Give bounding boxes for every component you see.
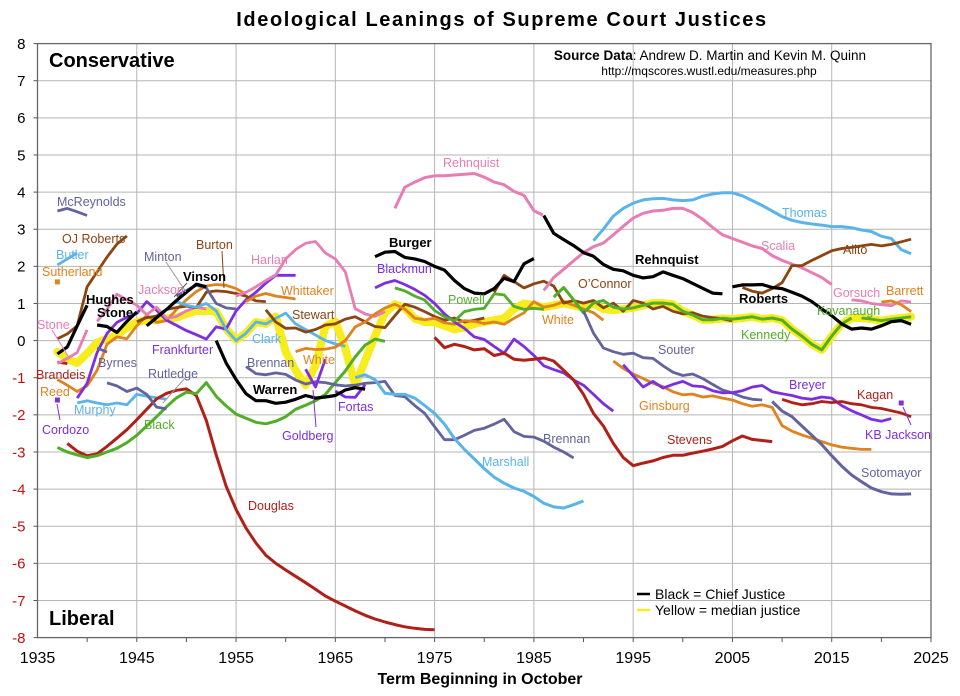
svg-text:Hughes: Hughes (86, 292, 134, 307)
svg-text:4: 4 (17, 184, 25, 201)
svg-text:White: White (542, 313, 574, 327)
svg-text:Kagan: Kagan (857, 388, 893, 402)
svg-text:Reed: Reed (40, 385, 70, 399)
svg-text:Brennan: Brennan (247, 356, 294, 370)
svg-text:-2: -2 (12, 407, 25, 424)
svg-text:Term Beginning in October: Term Beginning in October (377, 671, 582, 688)
svg-text:O’Connor: O’Connor (578, 277, 632, 291)
svg-text:2005: 2005 (715, 650, 751, 667)
svg-text:http://mqscores.wustl.edu/meas: http://mqscores.wustl.edu/measures.php (601, 64, 817, 78)
svg-text:-5: -5 (12, 519, 25, 536)
svg-text:Black: Black (144, 418, 175, 432)
svg-text:Source Data: Andrew D. Martin: Source Data: Andrew D. Martin and Kevin … (554, 48, 866, 63)
svg-text:-3: -3 (12, 444, 25, 461)
svg-text:Kennedy: Kennedy (741, 328, 791, 342)
svg-text:Brandeis: Brandeis (36, 368, 85, 382)
svg-text:Goldberg: Goldberg (282, 429, 333, 443)
svg-text:8: 8 (17, 36, 25, 53)
svg-text:Alito: Alito (843, 243, 867, 257)
svg-text:1985: 1985 (516, 650, 552, 667)
svg-text:7: 7 (17, 73, 25, 90)
svg-text:OJ Roberts: OJ Roberts (62, 232, 125, 246)
svg-text:1945: 1945 (119, 650, 155, 667)
svg-text:Harlan: Harlan (251, 253, 288, 267)
svg-text:Powell: Powell (448, 293, 485, 307)
svg-text:-4: -4 (12, 481, 25, 498)
svg-text:McReynolds: McReynolds (57, 195, 126, 209)
svg-text:Brennan: Brennan (543, 432, 590, 446)
svg-text:Stone: Stone (37, 318, 70, 332)
svg-text:1935: 1935 (20, 650, 56, 667)
svg-text:1955: 1955 (218, 650, 254, 667)
svg-text:Conservative: Conservative (49, 50, 175, 72)
svg-text:-8: -8 (12, 630, 25, 647)
svg-text:-1: -1 (12, 370, 25, 387)
svg-text:5: 5 (17, 147, 25, 164)
svg-text:White: White (303, 353, 335, 367)
svg-text:-7: -7 (12, 593, 25, 610)
svg-text:Rehnquist: Rehnquist (443, 156, 500, 170)
svg-text:6: 6 (17, 110, 25, 127)
svg-text:Scalia: Scalia (761, 239, 795, 253)
svg-text:Stevens: Stevens (667, 433, 712, 447)
svg-text:Souter: Souter (658, 343, 695, 357)
svg-text:Whittaker: Whittaker (281, 284, 334, 298)
svg-text:-6: -6 (12, 556, 25, 573)
svg-text:Rutledge: Rutledge (148, 367, 198, 381)
svg-text:Liberal: Liberal (49, 608, 115, 630)
svg-text:Minton: Minton (144, 250, 182, 264)
svg-text:1995: 1995 (615, 650, 651, 667)
svg-text:Thomas: Thomas (782, 206, 827, 220)
svg-text:KB Jackson: KB Jackson (865, 428, 931, 442)
svg-text:Black = Chief Justice: Black = Chief Justice (655, 586, 786, 602)
svg-text:Vinson: Vinson (183, 269, 226, 284)
svg-text:Burton: Burton (196, 238, 233, 252)
svg-text:Clark: Clark (252, 332, 282, 346)
svg-text:Stewart: Stewart (292, 308, 335, 322)
svg-text:Fortas: Fortas (338, 400, 373, 414)
svg-text:Barrett: Barrett (886, 284, 924, 298)
svg-text:Sotomayor: Sotomayor (861, 466, 921, 480)
svg-text:Burger: Burger (389, 235, 432, 250)
svg-text:0: 0 (17, 333, 25, 350)
svg-text:Jackson: Jackson (138, 283, 184, 297)
svg-text:1965: 1965 (318, 650, 354, 667)
svg-text:Yellow = median justice: Yellow = median justice (655, 602, 801, 618)
svg-text:Kavanaugh: Kavanaugh (817, 304, 880, 318)
svg-text:Douglas: Douglas (248, 499, 294, 513)
svg-text:Murphy: Murphy (74, 403, 116, 417)
svg-text:Gorsuch: Gorsuch (833, 286, 880, 300)
svg-text:Blackmun: Blackmun (377, 262, 432, 276)
svg-text:Ginsburg: Ginsburg (639, 399, 690, 413)
svg-text:Sutherland: Sutherland (42, 265, 103, 279)
svg-text:Breyer: Breyer (789, 378, 826, 392)
svg-text:Cordozo: Cordozo (42, 423, 89, 437)
svg-text:Warren: Warren (253, 382, 297, 397)
svg-text:Butler: Butler (56, 248, 89, 262)
svg-text:2025: 2025 (913, 650, 949, 667)
svg-text:2015: 2015 (814, 650, 850, 667)
svg-text:Stone: Stone (97, 305, 133, 320)
svg-text:Marshall: Marshall (482, 455, 529, 469)
svg-text:1975: 1975 (417, 650, 453, 667)
svg-text:3: 3 (17, 222, 25, 239)
svg-text:Frankfurter: Frankfurter (152, 343, 213, 357)
svg-text:Rehnquist: Rehnquist (635, 252, 699, 267)
svg-text:Roberts: Roberts (739, 291, 788, 306)
svg-text:Ideological Leanings of Suprem: Ideological Leanings of Supreme Court Ju… (236, 9, 767, 31)
svg-text:Byrnes: Byrnes (98, 356, 137, 370)
svg-text:1: 1 (17, 296, 25, 313)
svg-text:2: 2 (17, 259, 25, 276)
